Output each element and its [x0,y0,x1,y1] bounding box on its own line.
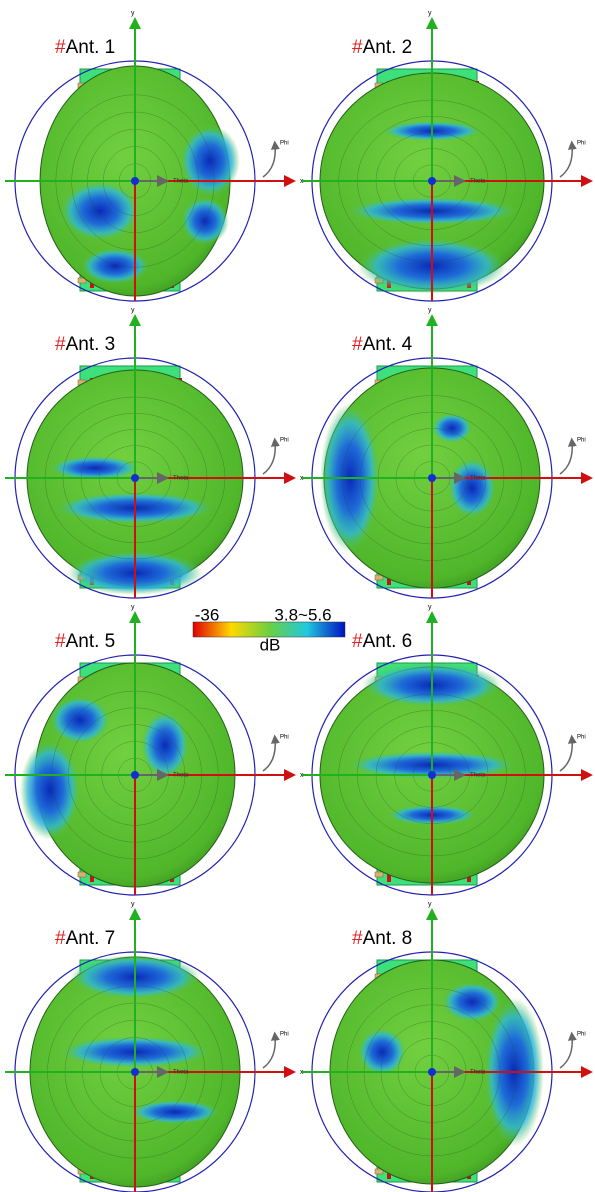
panel-title: #Ant. 7 [55,928,115,949]
connector [374,1168,384,1175]
phi-label: Phi [280,141,289,147]
connector [374,871,384,878]
title-prefix: # [352,928,363,949]
origin [428,177,436,185]
y-axis-label: y [428,307,432,314]
colorbar: -36 3.8~5.6 dB [192,605,346,654]
panel-title: #Ant. 3 [55,334,115,355]
panel-title: #Ant. 1 [55,37,115,58]
y-axis-label: y [428,604,432,611]
origin [131,771,139,779]
theta-label: Theta [470,1070,486,1076]
pattern-region [141,711,189,779]
theta-label: Theta [173,179,189,185]
phi-arc [262,140,280,178]
phi-label: Phi [280,438,289,444]
phi-arc [559,1031,577,1069]
title-name: Ant. 1 [66,37,116,58]
pattern-region [432,413,472,443]
panel-title: #Ant. 4 [352,334,413,355]
pattern-region [358,1028,406,1076]
theta-label: Theta [173,1070,189,1076]
phi-label: Phi [280,1032,289,1038]
phi-label: Phi [577,438,586,444]
title-prefix: # [352,37,363,58]
title-name: Ant. 6 [363,631,413,652]
pattern-region [448,458,496,518]
y-axis-label: y [131,604,135,611]
connector [77,871,87,878]
phi-arc [559,734,577,772]
pattern-region [180,125,240,197]
phi-arc [262,734,280,772]
y-axis-label: y [131,901,135,908]
title-name: Ant. 8 [363,928,413,949]
origin [131,177,139,185]
title-prefix: # [352,631,363,652]
pattern-region [130,1100,220,1124]
y-axis-label: y [131,307,135,314]
colorbar-gradient [192,621,346,638]
phi-arc [559,437,577,475]
title-name: Ant. 7 [66,928,116,949]
phi-label: Phi [280,735,289,741]
pattern-region [50,696,110,744]
pattern-region [442,982,502,1022]
title-prefix: # [55,334,66,355]
y-axis-label: y [428,10,432,17]
phi-label: Phi [577,1032,586,1038]
origin [131,474,139,482]
origin [428,474,436,482]
theta-label: Theta [470,773,486,779]
theta-label: Theta [470,476,486,482]
phi-arc [559,140,577,178]
theta-label: Theta [173,773,189,779]
pattern-region [50,456,140,480]
connector [77,277,87,284]
phi-label: Phi [577,735,586,741]
title-name: Ant. 4 [363,334,413,355]
title-name: Ant. 2 [363,37,413,58]
title-prefix: # [55,37,66,58]
theta-label: Theta [173,476,189,482]
origin [428,771,436,779]
pattern-region [20,740,80,840]
pattern-region [60,181,140,241]
title-name: Ant. 3 [66,334,116,355]
y-axis-label: y [131,10,135,17]
panel-title: #Ant. 6 [352,631,412,652]
title-prefix: # [55,928,66,949]
title-prefix: # [55,631,66,652]
panel-title: #Ant. 2 [352,37,412,58]
y-axis-label: y [428,901,432,908]
title-name: Ant. 5 [66,631,116,652]
phi-arc [262,1031,280,1069]
phi-arc [262,437,280,475]
panel-title: #Ant. 5 [55,631,115,652]
phi-label: Phi [577,141,586,147]
origin [131,1068,139,1076]
colorbar-unit: dB [260,635,281,654]
colorbar-min: -36 [195,605,220,624]
title-prefix: # [352,334,363,355]
connector [374,574,384,581]
origin [428,1068,436,1076]
panel-title: #Ant. 8 [352,928,412,949]
colorbar-max: 3.8~5.6 [274,605,331,624]
theta-label: Theta [470,179,486,185]
pattern-region [81,248,149,284]
